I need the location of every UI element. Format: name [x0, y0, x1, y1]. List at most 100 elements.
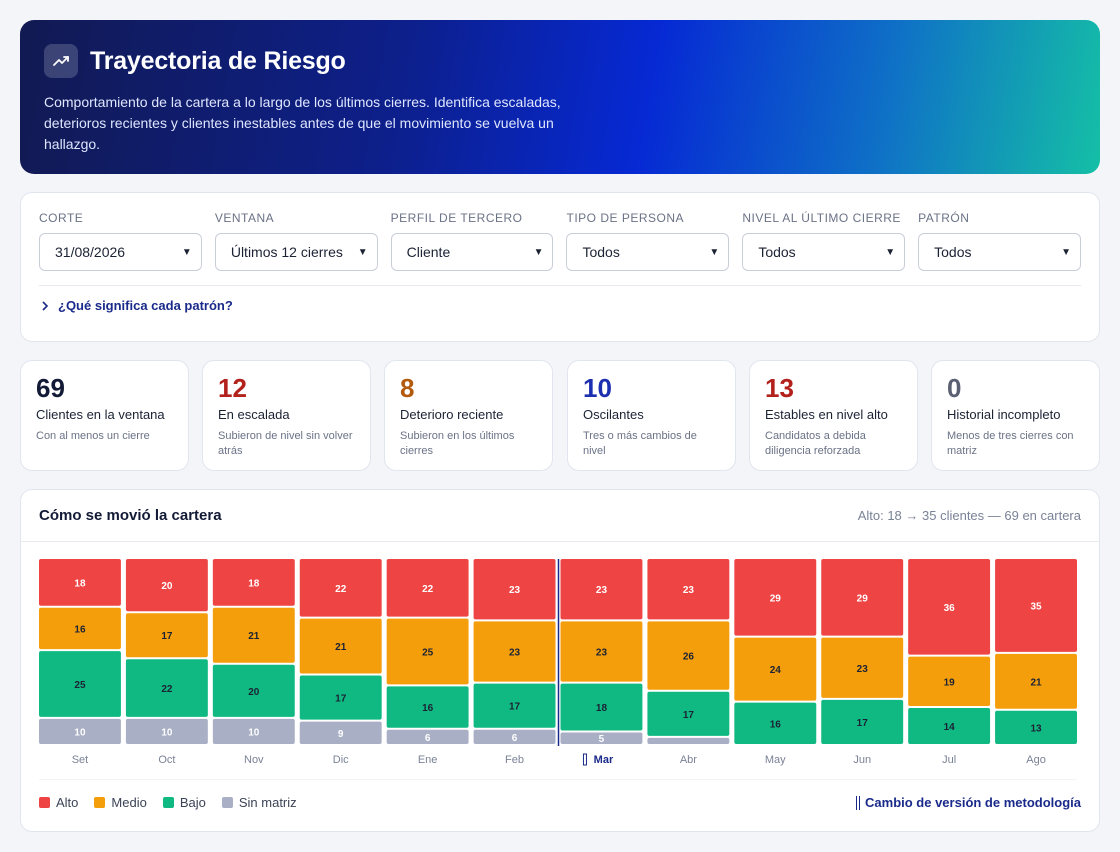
page-description: Comportamiento de la cartera a lo largo … — [44, 94, 561, 152]
select-value: Todos — [934, 244, 972, 260]
bar-segment-alto-mar[interactable] — [560, 559, 643, 620]
x-axis-label-feb: Feb — [505, 754, 524, 766]
kpi-description: Tres o más cambios de nivel — [583, 430, 697, 457]
bar-segment-sin-matriz-dic[interactable] — [299, 721, 382, 744]
bar-segment-bajo-mar[interactable] — [560, 683, 643, 731]
bar-segment-medio-feb[interactable] — [473, 621, 556, 682]
bar-value-label: 16 — [770, 719, 782, 730]
legend-label: Sin matriz — [238, 795, 297, 810]
bar-segment-medio-oct[interactable] — [125, 613, 208, 658]
bar-segment-bajo-ago[interactable] — [995, 710, 1077, 744]
corte-select[interactable]: 31/08/2026 ▼ — [39, 233, 202, 271]
bar-segment-bajo-set[interactable] — [39, 651, 121, 717]
kpi-historial[interactable]: 0 Historial incompleto Menos de tres cie… — [931, 360, 1100, 471]
bar-segment-alto-abr[interactable] — [647, 559, 730, 620]
bar-value-label: 29 — [857, 593, 869, 604]
bar-segment-medio-set[interactable] — [39, 607, 121, 650]
bar-segment-medio-mar[interactable] — [560, 621, 643, 682]
bar-segment-alto-ene[interactable] — [386, 559, 469, 617]
patron-select[interactable]: Todos ▼ — [918, 233, 1081, 271]
bar-value-label: 6 — [512, 733, 518, 744]
kpi-deterioro[interactable]: 8 Deterioro reciente Subieron en los últ… — [384, 360, 553, 471]
nivel-select[interactable]: Todos ▼ — [742, 233, 906, 271]
bar-segment-alto-oct[interactable] — [125, 559, 208, 612]
filter-label: Tipo de persona — [566, 211, 685, 225]
bar-segment-bajo-dic[interactable] — [299, 675, 382, 720]
bar-segment-medio-jun[interactable] — [821, 637, 904, 698]
bar-value-label: 23 — [596, 585, 608, 596]
kpi-description: Menos de tres cierres con matriz — [947, 430, 1074, 457]
bar-value-label: 10 — [248, 727, 260, 738]
filter-ventana: Ventana Últimos 12 cierres ▼ — [214, 211, 378, 271]
legend-item-sin-matriz: Sin matriz — [221, 795, 297, 810]
x-axis-label-oct: Oct — [158, 754, 175, 766]
tipo-persona-select[interactable]: Todos ▼ — [566, 233, 730, 271]
bar-segment-medio-ene[interactable] — [386, 618, 469, 685]
kpi-escalada[interactable]: 12 En escalada Subieron de nivel sin vol… — [202, 360, 371, 471]
filter-label: Perfil de tercero — [390, 211, 523, 225]
x-axis-label-jun: Jun — [853, 754, 871, 766]
bar-segment-alto-jun[interactable] — [821, 559, 904, 636]
select-value: 31/08/2026 — [55, 244, 126, 260]
legend-label: Alto — [56, 795, 79, 810]
methodology-label: Cambio de versión de metodología — [865, 795, 1081, 810]
bar-segment-sin-matriz-ene[interactable] — [386, 729, 469, 744]
bar-value-label: 20 — [248, 687, 260, 698]
legend-label: Medio — [111, 795, 147, 810]
bar-segment-medio-jul[interactable] — [908, 656, 991, 707]
x-axis-label-jul: Jul — [942, 754, 956, 766]
perfil-select[interactable]: Cliente ▼ — [390, 233, 554, 271]
bar-value-label: 17 — [683, 710, 695, 721]
bar-segment-alto-may[interactable] — [734, 559, 817, 636]
bar-segment-medio-abr[interactable] — [647, 621, 730, 690]
legend-item-medio: Medio — [94, 795, 147, 810]
legend-label: Bajo — [179, 795, 206, 810]
kpi-label: En escalada — [218, 407, 290, 422]
bar-segment-bajo-jul[interactable] — [908, 708, 991, 744]
bar-segment-sin-matriz-oct[interactable] — [125, 718, 208, 744]
pattern-help-link[interactable]: ¿Qué significa cada patrón? — [39, 298, 1081, 313]
bar-segment-medio-may[interactable] — [734, 637, 817, 701]
bar-segment-medio-ago[interactable] — [995, 653, 1077, 709]
kpi-estables-alto[interactable]: 13 Estables en nivel alto Candidatos a d… — [749, 360, 918, 471]
bar-value-label: 25 — [74, 680, 86, 691]
bar-segment-alto-set[interactable] — [39, 559, 121, 606]
bar-segment-alto-feb[interactable] — [473, 559, 556, 620]
bar-segment-bajo-feb[interactable] — [473, 683, 556, 728]
kpi-value: 69 — [36, 373, 65, 403]
legend-swatch — [39, 797, 50, 808]
filters-panel: Corte 31/08/2026 ▼ Ventana Últimos 12 cie… — [20, 192, 1100, 342]
bar-value-label: 9 — [338, 729, 344, 740]
chart-title: Cómo se movió la cartera — [39, 507, 222, 524]
bar-segment-sin-matriz-feb[interactable] — [473, 729, 556, 744]
bar-segment-bajo-oct[interactable] — [125, 659, 208, 717]
bar-segment-alto-nov[interactable] — [212, 559, 295, 606]
bar-segment-bajo-may[interactable] — [734, 702, 817, 744]
bar-segment-medio-dic[interactable] — [299, 618, 382, 674]
bar-value-label: 23 — [596, 648, 608, 659]
bar-segment-sin-matriz-abr[interactable] — [647, 737, 730, 744]
bar-segment-alto-ago[interactable] — [995, 559, 1077, 652]
bar-segment-bajo-nov[interactable] — [212, 664, 295, 717]
bar-segment-bajo-jun[interactable] — [821, 699, 904, 744]
bar-value-label: 5 — [599, 734, 605, 745]
bar-segment-sin-matriz-mar[interactable] — [560, 732, 643, 744]
bar-value-label: 22 — [161, 684, 173, 695]
bar-value-label: 18 — [248, 578, 260, 589]
chevron-right-icon — [42, 300, 49, 311]
ventana-select[interactable]: Últimos 12 cierres ▼ — [214, 233, 378, 271]
bar-segment-medio-nov[interactable] — [212, 607, 295, 663]
bar-segment-alto-dic[interactable] — [299, 559, 382, 617]
bar-segment-bajo-ene[interactable] — [386, 686, 469, 728]
bar-segment-sin-matriz-nov[interactable] — [212, 718, 295, 744]
bar-value-label: 23 — [509, 585, 521, 596]
bar-segment-bajo-abr[interactable] — [647, 691, 730, 736]
kpi-oscilantes[interactable]: 10 Oscilantes Tres o más cambios de nive… — [567, 360, 736, 471]
filter-corte: Corte 31/08/2026 ▼ — [39, 211, 202, 271]
filter-label: Corte — [39, 211, 84, 225]
bar-value-label: 24 — [770, 665, 782, 676]
kpi-clientes[interactable]: 69 Clientes en la ventana Con al menos u… — [20, 360, 189, 471]
select-value: Últimos 12 cierres — [230, 244, 343, 260]
bar-segment-alto-jul[interactable] — [908, 559, 991, 655]
bar-segment-sin-matriz-set[interactable] — [39, 718, 121, 744]
